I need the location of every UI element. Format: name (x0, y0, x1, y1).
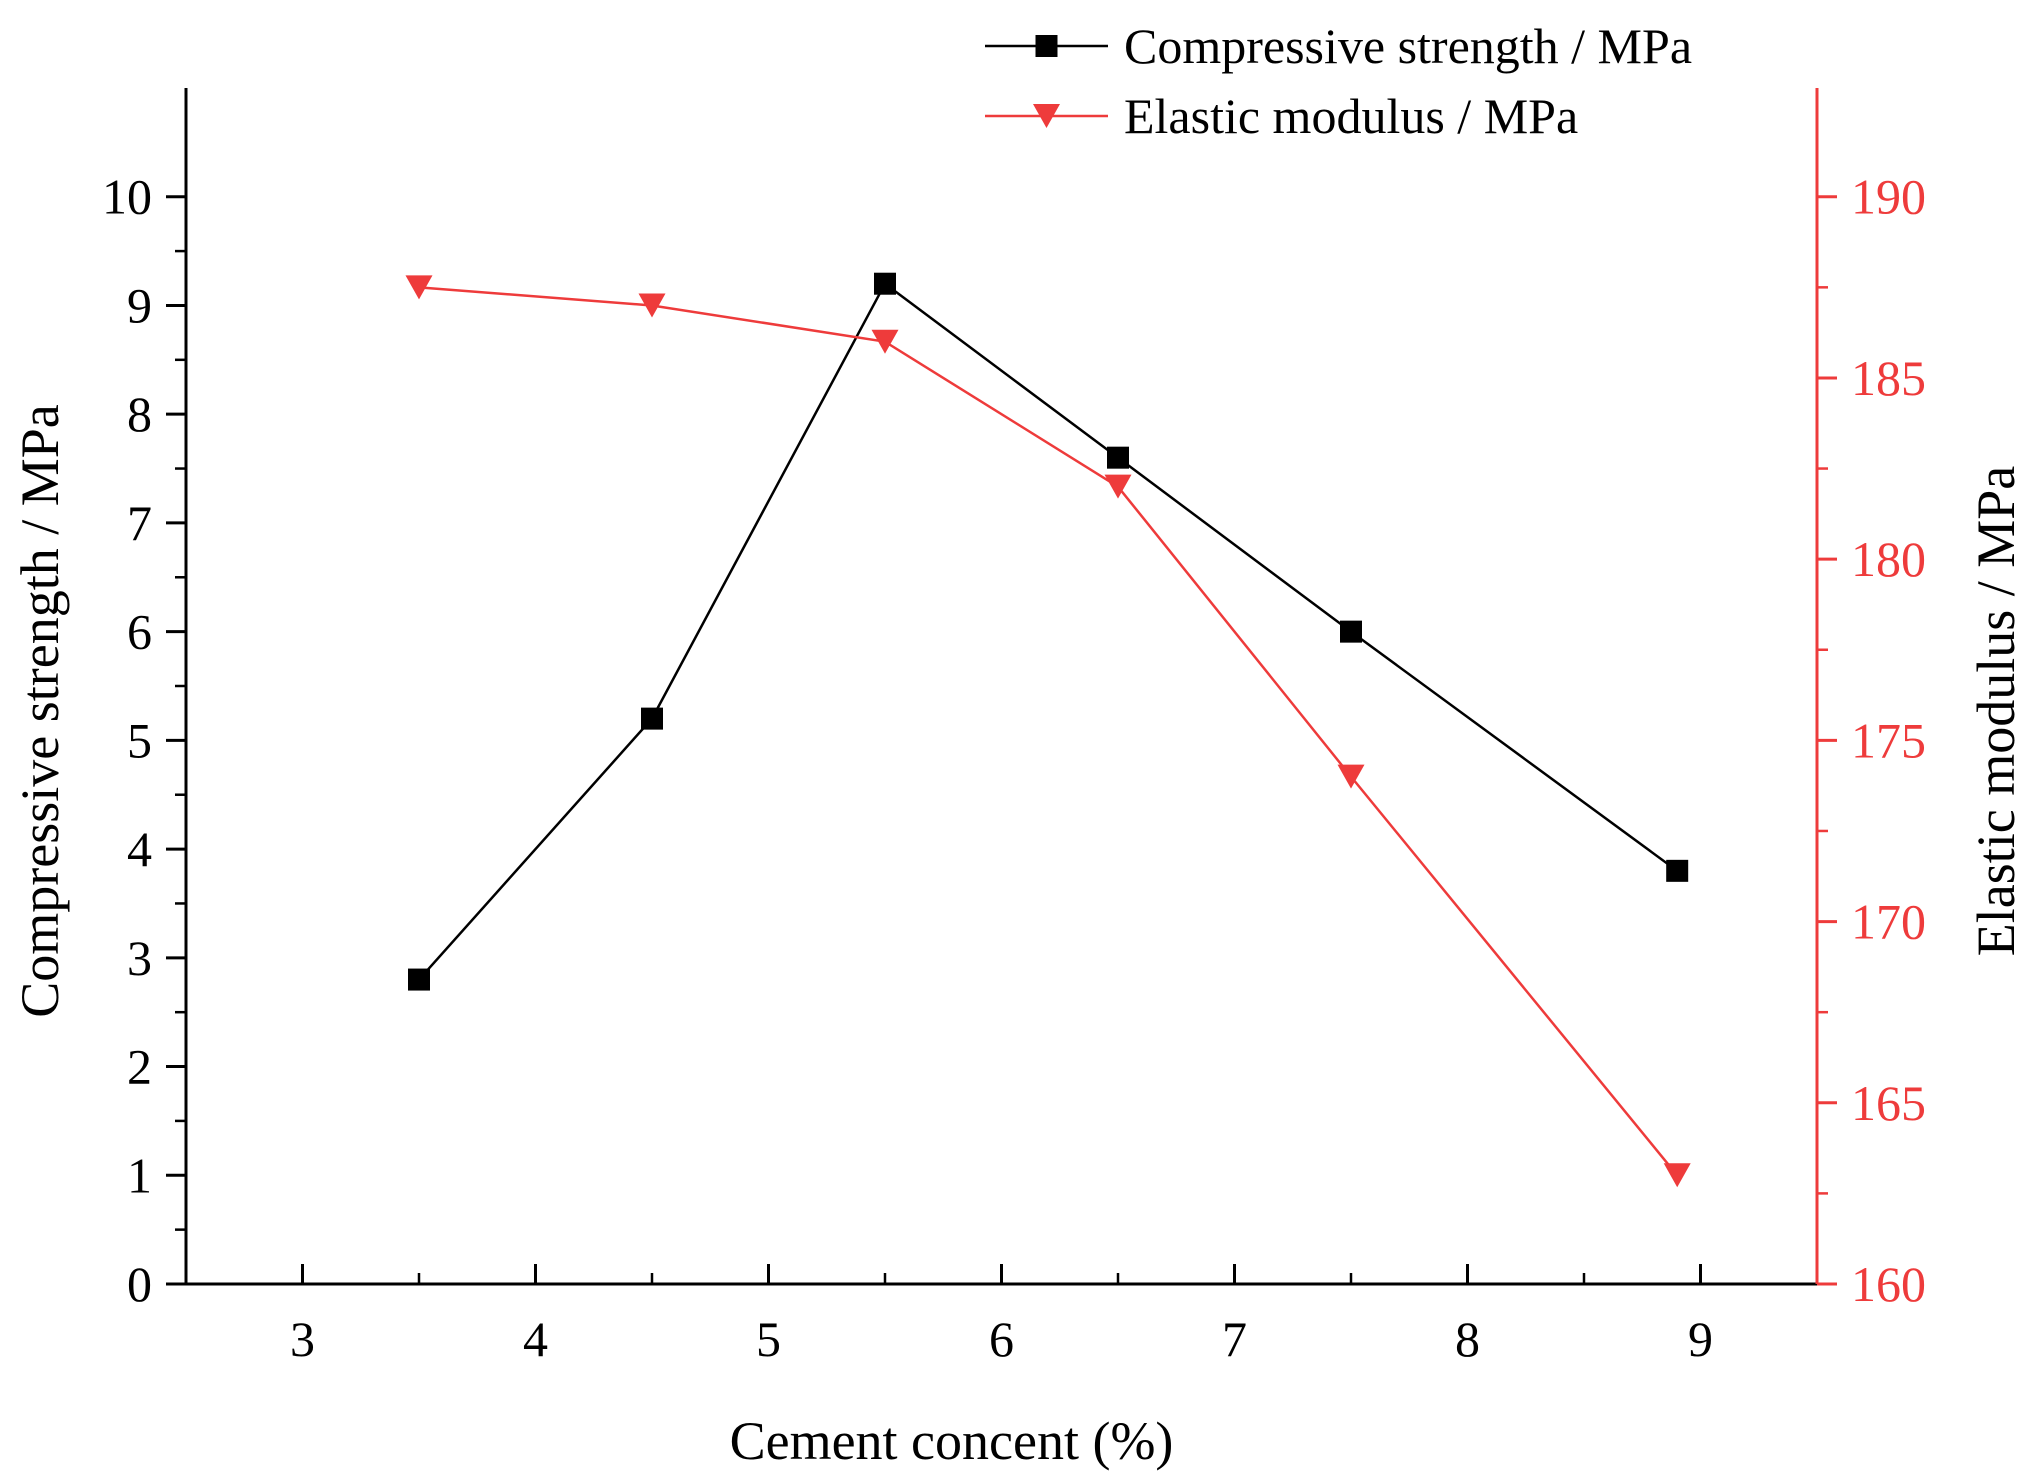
y-left-tick-label: 1 (127, 1147, 152, 1203)
data-point-square (1340, 620, 1362, 643)
legend-entry: Elastic modulus / MPa (985, 88, 1578, 144)
y-left-tick-label: 6 (127, 604, 152, 660)
y-left-tick-label: 2 (127, 1039, 152, 1095)
data-point-triangle (405, 275, 433, 300)
data-point-square (874, 272, 896, 295)
x-tick-label: 6 (989, 1311, 1014, 1367)
y-right-tick-label: 165 (1851, 1075, 1926, 1131)
x-tick-label: 8 (1455, 1311, 1480, 1367)
y-right-tick-label: 185 (1851, 350, 1926, 406)
y-left-tick-label: 5 (127, 712, 152, 768)
data-point-square (1107, 446, 1129, 469)
data-point-triangle (1337, 764, 1365, 789)
y-left-tick-label: 8 (127, 386, 152, 442)
data-point-triangle (1663, 1163, 1691, 1188)
y-axis-right-title: Elastic modulus / MPa (1966, 466, 2026, 957)
series-line (418, 286, 1679, 1177)
y-axis-left-title: Compressive strength / MPa (10, 404, 70, 1017)
data-point-triangle (1104, 474, 1132, 499)
series-line (418, 281, 1678, 981)
y-left-tick-label: 7 (127, 495, 152, 551)
x-tick-label: 9 (1688, 1311, 1713, 1367)
series-compressive-strength (408, 272, 1689, 991)
legend-label: Elastic modulus / MPa (1124, 88, 1578, 144)
x-axis-title: Cement concent (%) (730, 1411, 1174, 1471)
x-tick-label: 5 (756, 1311, 781, 1367)
y-left-tick-label: 0 (127, 1256, 152, 1312)
y-right-tick-label: 175 (1851, 712, 1926, 768)
series-elastic-modulus (405, 275, 1691, 1188)
legend-marker-triangle (1033, 104, 1060, 128)
legend-marker-square (1035, 35, 1058, 57)
x-tick-label: 7 (1222, 1311, 1247, 1367)
legend-entry: Compressive strength / MPa (985, 18, 1692, 74)
x-tick-label: 4 (523, 1311, 548, 1367)
data-point-square (641, 707, 663, 730)
y-right-tick-label: 180 (1851, 531, 1926, 587)
legend-label: Compressive strength / MPa (1124, 18, 1692, 74)
y-left-tick-label: 10 (102, 169, 152, 225)
series-layer (405, 272, 1691, 1188)
y-right-tick-label: 170 (1851, 894, 1926, 950)
legend-layer: Compressive strength / MPa Elastic modulu… (985, 18, 1692, 144)
data-point-square (1666, 859, 1689, 882)
y-left-tick-label: 3 (127, 930, 152, 986)
y-right-tick-label: 160 (1851, 1256, 1926, 1312)
y-right-tick-label: 190 (1851, 169, 1926, 225)
data-point-square (408, 968, 430, 991)
data-point-triangle (638, 293, 666, 318)
y-left-tick-label: 4 (127, 821, 152, 877)
y-left-tick-label: 9 (127, 277, 152, 333)
data-point-triangle (871, 329, 899, 354)
axes-layer: 3 4 5 6 7 8 9 0 1 2 3 4 5 6 7 8 9 10 160 165 170 175 180 185 190… (10, 88, 2026, 1471)
x-tick-label: 3 (290, 1311, 315, 1367)
